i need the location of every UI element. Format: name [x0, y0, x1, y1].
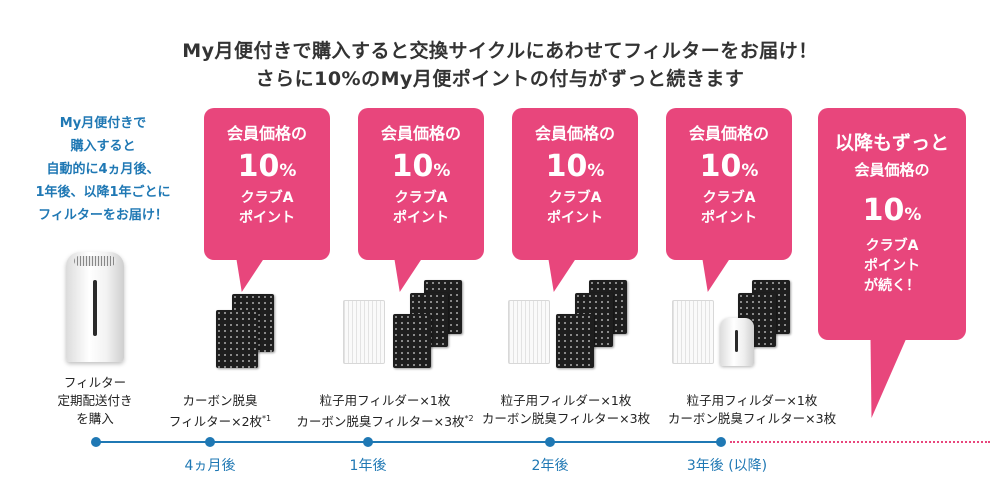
percent-value: 10 [545, 149, 588, 184]
bubble-point: ポイント [547, 210, 603, 226]
caption-line: フィルター [63, 375, 127, 390]
caption-text: カーボン脱臭フィルター×3枚 [296, 414, 465, 430]
intro-line: My月便付きで [59, 116, 147, 131]
intro-line: 1年後、以降1年ごとに [35, 185, 171, 200]
bubble-percent: 10% [512, 150, 638, 188]
carbon-filter-image [556, 314, 594, 368]
intro-line: 自動的に4ヵ月後、 [46, 162, 160, 177]
final-bubble-continue: が続く！ [864, 278, 920, 294]
bubble-label: 会員価格の [688, 124, 769, 143]
stage4-caption: 粒子用フィルダー×1枚 カーボン脱臭フィルター×3枚 [662, 392, 842, 428]
caption-line: 粒子用フィルダー×1枚 [686, 393, 818, 408]
stage2-caption: 粒子用フィルダー×1枚 カーボン脱臭フィルター×3枚*2 [285, 392, 485, 431]
bubble-tail [227, 258, 265, 292]
timeline-dot [363, 437, 373, 447]
points-bubble-final: 以降もずっと 会員価格の 10% クラブA ポイント が続く！ [818, 108, 966, 340]
caption-line: カーボン脱臭フィルター×3枚 [481, 411, 651, 426]
headline-line-1: My月便付きで購入すると交換サイクルにあわせてフィルターをお届け！ [182, 40, 818, 62]
mini-purifier-image [720, 318, 754, 366]
timeline-label: 2年後 [531, 458, 569, 474]
timeline-continuation [730, 441, 990, 443]
final-bubble-line1: 以降もずっと [834, 132, 949, 154]
caption-line: 粒子用フィルダー×1枚 [319, 393, 451, 408]
bubble-club: クラブA [394, 190, 448, 206]
carbon-filter-image [393, 314, 431, 368]
points-bubble-4: 会員価格の 10% クラブA ポイント [666, 108, 792, 260]
footnote-mark: *2 [464, 414, 474, 423]
intro-text: My月便付きで 購入すると 自動的に4ヵ月後、 1年後、以降1年ごとに フィルタ… [18, 112, 188, 227]
caption-text: フィルター×2枚 [168, 414, 263, 430]
bubble-label: 会員価格の [226, 124, 307, 143]
particle-filter-image [343, 300, 385, 364]
bubble-tail-final [853, 338, 907, 418]
timeline-dot-start [91, 437, 101, 447]
bubble-club: クラブA [702, 190, 756, 206]
percent-value: 10 [237, 149, 280, 184]
percent-unit: % [587, 161, 605, 181]
timeline-dot [545, 437, 555, 447]
bubble-club: クラブA [548, 190, 602, 206]
bubble-percent: 10% [358, 150, 484, 188]
stage1-caption: カーボン脱臭 フィルター×2枚*1 [160, 392, 280, 431]
caption-line: カーボン脱臭フィルター×3枚*2 [285, 410, 485, 431]
particle-filter-image [672, 300, 714, 364]
bubble-label: 会員価格の [380, 124, 461, 143]
percent-unit: % [433, 161, 451, 181]
percent-value: 10 [391, 149, 434, 184]
bubble-percent: 10% [666, 150, 792, 188]
caption-line: カーボン脱臭 [182, 393, 258, 408]
bubble-tail [693, 258, 731, 292]
percent-unit: % [904, 205, 922, 225]
final-bubble-club: クラブA [865, 238, 919, 254]
intro-line: フィルターをお届け！ [38, 208, 168, 223]
timeline-label: 3年後 (以降) [686, 458, 768, 474]
percent-value: 10 [862, 193, 905, 228]
stage3-caption: 粒子用フィルダー×1枚 カーボン脱臭フィルター×3枚 [476, 392, 656, 428]
carbon-filter-image [216, 310, 258, 368]
timeline-dot [205, 437, 215, 447]
air-purifier-image [66, 252, 124, 362]
bubble-tail [385, 258, 423, 292]
points-bubble-3: 会員価格の 10% クラブA ポイント [512, 108, 638, 260]
final-bubble-point: ポイント [864, 258, 920, 274]
timeline-line [95, 441, 720, 443]
bubble-point: ポイント [239, 210, 295, 226]
caption-line: フィルター×2枚*1 [160, 410, 280, 431]
bubble-tail [539, 258, 577, 292]
percent-unit: % [741, 161, 759, 181]
timeline-label: 1年後 [349, 458, 387, 474]
final-bubble-percent: 10% [818, 194, 966, 232]
bubble-point: ポイント [701, 210, 757, 226]
headline-line-2: さらに10%のMy月便ポイントの付与がずっと続きます [255, 68, 745, 90]
timeline-dot [716, 437, 726, 447]
particle-filter-image [508, 300, 550, 364]
caption-line: を購入 [76, 411, 114, 426]
percent-value: 10 [699, 149, 742, 184]
caption-line: 粒子用フィルダー×1枚 [500, 393, 632, 408]
purifier-caption: フィルター 定期配送付き を購入 [40, 374, 150, 428]
intro-line: 購入すると [70, 139, 136, 154]
footnote-mark: *1 [262, 414, 272, 423]
points-bubble-2: 会員価格の 10% クラブA ポイント [358, 108, 484, 260]
caption-line: 定期配送付き [57, 393, 133, 408]
timeline-label: 4ヵ月後 [184, 458, 236, 474]
bubble-percent: 10% [204, 150, 330, 188]
percent-unit: % [279, 161, 297, 181]
final-bubble-line2: 会員価格の [854, 161, 930, 179]
bubble-point: ポイント [393, 210, 449, 226]
bubble-label: 会員価格の [534, 124, 615, 143]
caption-line: カーボン脱臭フィルター×3枚 [667, 411, 837, 426]
bubble-club: クラブA [240, 190, 294, 206]
points-bubble-1: 会員価格の 10% クラブA ポイント [204, 108, 330, 260]
